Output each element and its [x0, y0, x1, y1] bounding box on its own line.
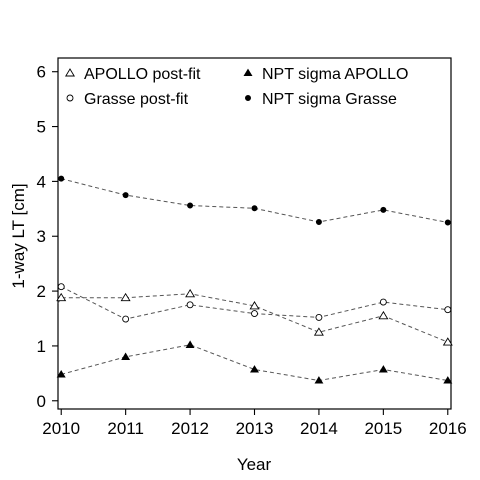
data-point-s3-2012: [185, 340, 195, 348]
data-point-s2-2012: [186, 301, 194, 309]
y-tick-label: 1: [37, 337, 46, 356]
data-point-s4-2014: [315, 218, 322, 225]
series-line-4: [61, 178, 448, 223]
data-point-s1-2012: [185, 288, 196, 298]
x-tick-label: 2010: [42, 419, 80, 438]
series-line-3: [61, 344, 448, 382]
data-point-s3-2010: [56, 370, 66, 378]
data-point-s3-2015: [378, 365, 388, 373]
data-point-s1-2015: [378, 310, 389, 320]
legend-marker-3: [243, 68, 253, 77]
data-point-s3-2013: [250, 365, 259, 373]
series-line-1: [57, 293, 448, 343]
data-point-s2-2010: [57, 283, 65, 291]
x-tick-label: 2015: [364, 419, 402, 438]
y-tick-label: 6: [37, 63, 46, 82]
data-point-s1-2011: [120, 292, 131, 302]
data-point-s1-2010: [56, 292, 67, 302]
data-point-s3-2016: [443, 376, 453, 384]
x-tick-label: 2011: [107, 419, 144, 438]
legend-marker-2: [66, 94, 74, 102]
legend-label-1: APOLLO post-fit: [84, 66, 201, 83]
legend-marker-1: [65, 68, 75, 77]
data-point-s4-2011: [122, 192, 129, 199]
data-point-s4-2012: [187, 202, 194, 209]
x-axis-title: Year: [237, 455, 272, 474]
legend-marker-4: [244, 95, 251, 102]
x-tick-label: 2012: [171, 419, 209, 438]
data-point-s4-2013: [251, 205, 258, 212]
y-tick-label: 3: [37, 227, 46, 246]
data-point-s1-2013: [249, 301, 260, 310]
legend-label-2: Grasse post-fit: [84, 91, 189, 108]
legend-label-3: NPT sigma APOLLO: [262, 66, 408, 83]
y-tick-label: 2: [37, 282, 46, 301]
x-tick-label: 2013: [236, 419, 274, 438]
y-axis: 0 1 2 3 4 5 6: [37, 63, 58, 411]
data-point-s1-2014: [313, 327, 324, 336]
data-point-s2-2014: [315, 313, 323, 321]
data-point-s2-2013: [251, 310, 258, 318]
legend: APOLLO post-fit Grasse post-fit NPT sigma …: [65, 66, 408, 108]
data-point-s2-2015: [379, 298, 387, 306]
data-point-s1-2016: [442, 337, 453, 346]
data-point-s3-2011: [121, 352, 131, 360]
plot-frame: [57, 57, 452, 410]
data-point-s3-2014: [314, 376, 324, 384]
data-point-s2-2011: [122, 315, 130, 323]
data-point-s4-2010: [58, 175, 65, 182]
y-tick-label: 5: [37, 118, 46, 137]
legend-label-4: NPT sigma Grasse: [262, 91, 397, 108]
series-markers: [56, 175, 453, 384]
x-axis: 2010 2011 2012 2013 2014 2015 2016: [42, 409, 467, 438]
y-axis-title: 1-way LT [cm]: [9, 183, 28, 288]
x-tick-label: 2016: [429, 419, 467, 438]
x-tick-label: 2014: [300, 419, 338, 438]
y-tick-label: 4: [37, 172, 46, 191]
data-point-s4-2016: [444, 219, 451, 226]
data-point-s4-2015: [380, 206, 387, 213]
data-point-s2-2016: [444, 306, 452, 314]
y-tick-label: 0: [37, 392, 46, 411]
